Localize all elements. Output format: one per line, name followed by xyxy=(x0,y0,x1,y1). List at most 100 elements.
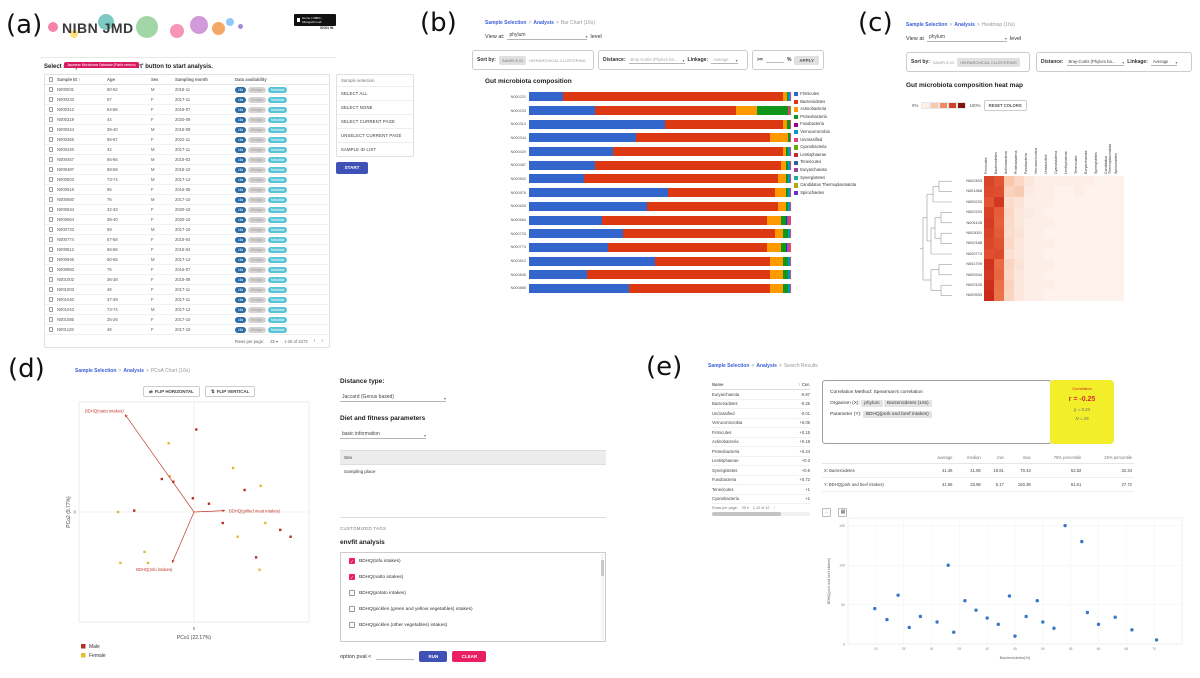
breadcrumb-analysis[interactable]: Analysis xyxy=(756,363,777,369)
col-sample-id[interactable]: Sample ID ↑ xyxy=(57,77,81,82)
col-cor[interactable]: ↑ Cor. xyxy=(798,382,810,387)
linkage-select[interactable]: Average ▾ xyxy=(1150,58,1178,66)
scale-swatch[interactable] xyxy=(939,102,949,109)
prev-page-icon[interactable]: ‹ xyxy=(313,338,316,344)
organism-chip[interactable]: Bacteroidetes (16s) xyxy=(884,400,932,407)
row-checkbox[interactable] xyxy=(48,107,54,112)
table-row[interactable]: N000503 73-74 M 2017-12 16s Shotgun Meta… xyxy=(45,175,329,185)
next-page-icon[interactable]: › xyxy=(773,506,775,510)
table-row[interactable]: N000344 39-40 M 2019-09 16s Shotgun Meta… xyxy=(45,125,329,135)
col-sex[interactable]: Sex xyxy=(151,77,159,82)
rows-per-page-select[interactable]: 25 ▾ xyxy=(741,506,749,510)
row-checkbox[interactable] xyxy=(48,287,54,292)
threshold-input[interactable] xyxy=(765,57,784,63)
col-name[interactable]: Name xyxy=(712,382,724,387)
table-row[interactable]: N000515 65 F 2016-05 16s Shotgun Metadat… xyxy=(45,185,329,195)
sort-sample-id-button[interactable]: SAMPLE ID xyxy=(498,55,527,65)
table-row[interactable]: N001040 37-39 F 2017-11 16s Shotgun Meta… xyxy=(45,295,329,305)
envfit-option[interactable]: ✓ BDHQ(natto intakes) xyxy=(341,569,605,585)
top-nav-links[interactable]: Home | NIBN | Mizuguchi Lab xyxy=(302,16,322,24)
table-row[interactable]: N001043 73-74 M 2017-12 16s Shotgun Meta… xyxy=(45,305,329,315)
table-row[interactable]: N000946 50-55 M 2017-12 16s Shotgun Meta… xyxy=(45,255,329,265)
result-row[interactable]: Proteobacteria +0.24 xyxy=(712,447,810,457)
sort-sample-id-button[interactable]: SAMPLE ID xyxy=(932,59,955,65)
scrollbar-thumb[interactable] xyxy=(712,512,781,516)
linkage-select[interactable]: Average ▾ xyxy=(711,56,738,64)
sign-in-link[interactable]: SIGN IN xyxy=(320,26,334,30)
parameter-group-select[interactable]: basic information ▾ xyxy=(340,431,426,439)
scrollbar-thumb[interactable] xyxy=(600,560,604,576)
row-checkbox[interactable] xyxy=(48,297,54,302)
col-age[interactable]: Age xyxy=(107,77,115,82)
reset-colors-button[interactable]: RESET COLORS xyxy=(983,99,1027,111)
table-row[interactable]: N000560 76 M 2017-10 16s Shotgun Metadat… xyxy=(45,195,329,205)
breadcrumb-analysis[interactable]: Analysis xyxy=(533,20,554,26)
row-checkbox[interactable] xyxy=(48,247,54,252)
selection-action-select-current-page[interactable]: SELECT CURRENT PAGE xyxy=(337,114,413,128)
table-row[interactable]: N000457 65-66 M 2019-03 16s Shotgun Meta… xyxy=(45,155,329,165)
result-row[interactable]: Firmicutes +0.15 xyxy=(712,428,810,438)
row-checkbox[interactable] xyxy=(48,117,54,122)
result-row[interactable]: Actinobacteria +0.18 xyxy=(712,438,810,447)
top-nav-bar[interactable]: Home | NIBN | Mizuguchi Lab xyxy=(294,14,336,26)
row-checkbox[interactable] xyxy=(48,167,54,172)
breadcrumb-sample-selection[interactable]: Sample Selection xyxy=(708,363,750,369)
row-checkbox[interactable] xyxy=(48,267,54,272)
row-checkbox[interactable] xyxy=(48,217,54,222)
organism-chip[interactable]: phylum xyxy=(861,400,883,407)
checkbox[interactable] xyxy=(349,606,355,612)
table-row[interactable]: N000312 64-66 F 2019-07 16s Shotgun Meta… xyxy=(45,105,329,115)
result-row[interactable]: Lentisphaerae +0.3 xyxy=(712,457,810,466)
table-row[interactable]: N000812 66-68 F 2019-04 16s Shotgun Meta… xyxy=(45,245,329,255)
result-row[interactable]: Verrucomicrobia +0.05 xyxy=(712,419,810,428)
table-row[interactable]: N000733 69 M 2017-10 16s Shotgun Metadat… xyxy=(45,225,329,235)
table-row[interactable]: N000983 75 F 2016-07 16s Shotgun Metadat… xyxy=(45,265,329,275)
selection-action-sample-id-list[interactable]: SAMPLE ID LIST xyxy=(337,142,413,156)
table-row[interactable]: N000634 32-33 F 2020-10 16s Shotgun Meta… xyxy=(45,205,329,215)
checkbox[interactable] xyxy=(349,622,355,628)
pval-input[interactable] xyxy=(376,654,415,660)
grid-icon[interactable]: ▦ xyxy=(838,507,848,517)
parameter-item[interactable]: Sampling place xyxy=(344,469,376,474)
table-row[interactable]: N001003 46 F 2017-11 16s Shotgun Metadat… xyxy=(45,285,329,295)
row-checkbox[interactable] xyxy=(48,97,54,102)
row-checkbox[interactable] xyxy=(48,127,54,132)
horizontal-scrollbar[interactable] xyxy=(712,512,810,516)
flip-horizontal-button[interactable]: ⇄ FLIP HORIZONTAL xyxy=(143,386,200,397)
scale-swatch[interactable] xyxy=(921,102,931,109)
result-row[interactable]: Cyanobacteria +1 xyxy=(712,495,810,504)
table-row[interactable]: N001128 46 F 2017-10 16s Shotgun Metadat… xyxy=(45,325,329,335)
result-row[interactable]: Synergistetes +0.5 xyxy=(712,466,810,476)
breadcrumb-sample-selection[interactable]: Sample Selection xyxy=(485,20,527,26)
breadcrumb-analysis[interactable]: Analysis xyxy=(123,368,144,374)
table-row[interactable]: N000319 44 F 2020-09 16s Shotgun Metadat… xyxy=(45,115,329,125)
envfit-option[interactable]: BDHQ(pickles (green and yellow vegetable… xyxy=(341,601,605,617)
view-at-select[interactable]: phylum ▾ xyxy=(926,34,1007,42)
selection-action-select-none[interactable]: SELECT NONE xyxy=(337,100,413,114)
result-row[interactable]: Euryarchaeota -0.87 xyxy=(712,390,810,400)
checkbox[interactable] xyxy=(349,590,355,596)
result-row[interactable]: Unclassified -0.01 xyxy=(712,409,810,419)
selection-action-unselect-current-page[interactable]: UNSELECT CURRENT PAGE xyxy=(337,128,413,142)
row-checkbox[interactable] xyxy=(48,237,54,242)
scrollbar[interactable] xyxy=(600,554,604,640)
table-row[interactable]: N000233 67 F 2017-11 16s Shotgun Metadat… xyxy=(45,95,329,105)
row-checkbox[interactable] xyxy=(48,197,54,202)
checkbox[interactable]: ✓ xyxy=(349,558,355,564)
start-button[interactable]: START xyxy=(336,162,368,174)
run-button[interactable]: RUN xyxy=(419,651,448,662)
row-checkbox[interactable] xyxy=(48,137,54,142)
apply-button[interactable]: APPLY xyxy=(794,55,819,65)
table-row[interactable]: N000365 65-67 F 2022-11 16s Shotgun Meta… xyxy=(45,135,329,145)
select-all-checkbox[interactable] xyxy=(48,77,54,82)
row-checkbox[interactable] xyxy=(48,157,54,162)
row-checkbox[interactable] xyxy=(48,257,54,262)
checkbox[interactable]: ✓ xyxy=(349,574,355,580)
color-scale-swatches[interactable] xyxy=(921,96,967,114)
sort-hierarchical-button[interactable]: HIERARCHICAL CLUSTERING xyxy=(529,57,586,63)
table-row[interactable]: N000031 50-52 M 2018-11 16s Shotgun Meta… xyxy=(45,85,329,95)
result-row[interactable]: Tenericutes +1 xyxy=(712,485,810,495)
row-checkbox[interactable] xyxy=(48,327,54,332)
row-checkbox[interactable] xyxy=(48,227,54,232)
scale-swatch[interactable] xyxy=(957,102,967,109)
